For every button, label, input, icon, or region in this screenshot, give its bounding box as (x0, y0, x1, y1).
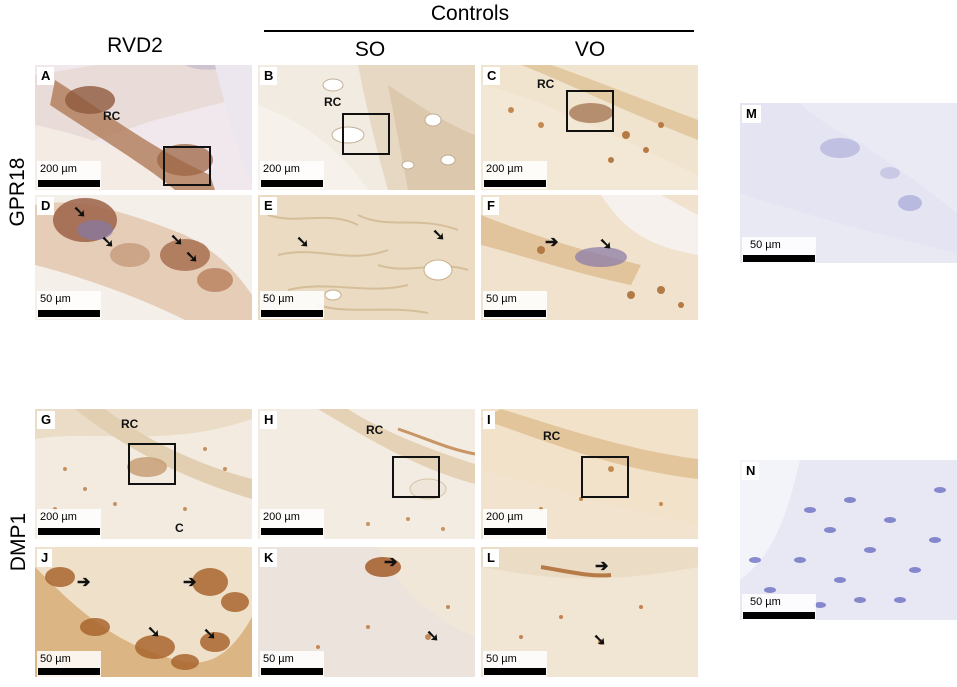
scale-bar-label: 200 µm (486, 511, 523, 523)
scale-bar (743, 612, 815, 619)
arrow-icon: ➘ (73, 204, 87, 221)
arrow-icon: ➘ (432, 227, 446, 244)
panel-l: L ➔ ➘ 50 µm (481, 547, 698, 677)
panel-label: J (37, 549, 53, 567)
scale-bar-label: 50 µm (263, 293, 294, 305)
panel-label: E (260, 197, 277, 215)
arrow-icon: ➘ (203, 626, 217, 643)
panel-g: G RC C 200 µm (35, 409, 252, 539)
scale-bar-label: 200 µm (263, 163, 300, 175)
panel-k: K ➔ ➘ 50 µm (258, 547, 475, 677)
column-title-so: SO (354, 38, 386, 61)
panel-label: C (483, 67, 501, 85)
panel-k-image (258, 547, 475, 677)
arrow-icon: ➔ (545, 234, 559, 251)
scale-bar (484, 668, 546, 675)
rc-label: RC (543, 429, 561, 443)
scale-bar (261, 310, 323, 317)
panel-label: L (483, 549, 499, 567)
scale-bar (38, 528, 100, 535)
arrow-icon: ➘ (426, 628, 440, 645)
zoom-box (566, 90, 614, 132)
row-title-dmp1: DMP1 (7, 512, 30, 572)
panel-c: C RC 200 µm (481, 65, 698, 190)
scale-bar-label: 50 µm (486, 653, 517, 665)
scale-bar-label: 50 µm (486, 293, 517, 305)
controls-rule (264, 30, 694, 32)
panel-label: F (483, 197, 499, 215)
rc-label: RC (121, 417, 139, 431)
scale-bar (261, 528, 323, 535)
scale-bar (38, 180, 100, 187)
scale-bar-label: 50 µm (263, 653, 294, 665)
panel-j: J ➔ ➔ ➘ ➘ 50 µm (35, 547, 252, 677)
panel-h: H RC 200 µm (258, 409, 475, 539)
panel-label: B (260, 67, 278, 85)
arrow-icon: ➘ (593, 632, 607, 649)
arrow-icon: ➘ (296, 234, 310, 251)
panel-label: H (260, 411, 278, 429)
panel-label: M (742, 105, 761, 123)
arrow-icon: ➘ (170, 232, 184, 249)
zoom-box (392, 456, 440, 498)
panel-i: I RC 200 µm (481, 409, 698, 539)
scale-bar-label: 50 µm (40, 293, 71, 305)
scale-bar-label: 200 µm (40, 163, 77, 175)
panel-label: G (37, 411, 56, 429)
arrow-icon: ➘ (185, 249, 199, 266)
controls-title: Controls (430, 2, 510, 25)
panel-label: K (260, 549, 278, 567)
panel-a: A RC 200 µm (35, 65, 252, 190)
scale-bar (38, 310, 100, 317)
panel-f-image (481, 195, 698, 320)
scale-bar (484, 528, 546, 535)
c-label: C (175, 521, 184, 535)
panel-label: N (742, 462, 760, 480)
column-title-vo: VO (574, 38, 606, 61)
scale-bar (743, 255, 815, 262)
panel-b: B RC 200 µm (258, 65, 475, 190)
zoom-box (163, 146, 211, 186)
zoom-box (128, 443, 176, 485)
arrow-icon: ➘ (101, 234, 115, 251)
panel-f: F ➔ ➘ 50 µm (481, 195, 698, 320)
panel-label: D (37, 197, 55, 215)
scale-bar (484, 180, 546, 187)
scale-bar-label: 50 µm (40, 653, 71, 665)
zoom-box (342, 113, 390, 155)
rc-label: RC (537, 77, 555, 91)
column-title-rvd2: RVD2 (107, 34, 163, 57)
panel-n-image (740, 460, 957, 620)
panel-label: A (37, 67, 55, 85)
scale-bar (38, 668, 100, 675)
scale-bar (261, 180, 323, 187)
panel-d-image (35, 195, 252, 320)
panel-d: D ➘ ➘ ➘ ➘ 50 µm (35, 195, 252, 320)
arrow-icon: ➔ (183, 574, 197, 591)
scale-bar (484, 310, 546, 317)
panel-m: M 50 µm (740, 103, 957, 263)
scale-bar-label: 200 µm (486, 163, 523, 175)
arrow-icon: ➔ (384, 554, 398, 571)
arrow-icon: ➘ (147, 624, 161, 641)
panel-n: N 50 µm (740, 460, 957, 620)
rc-label: RC (103, 109, 121, 123)
arrow-icon: ➘ (599, 236, 613, 253)
scale-bar-label: 50 µm (750, 239, 781, 251)
arrow-icon: ➔ (595, 558, 609, 575)
zoom-box (581, 456, 629, 498)
panel-e: E ➘ ➘ 50 µm (258, 195, 475, 320)
scale-bar-label: 200 µm (40, 511, 77, 523)
scale-bar-label: 200 µm (263, 511, 300, 523)
panel-label: I (483, 411, 495, 429)
arrow-icon: ➔ (77, 574, 91, 591)
rc-label: RC (324, 95, 342, 109)
row-title-gpr18: GPR18 (6, 157, 29, 227)
scale-bar-label: 50 µm (750, 596, 781, 608)
scale-bar (261, 668, 323, 675)
rc-label: RC (366, 423, 384, 437)
